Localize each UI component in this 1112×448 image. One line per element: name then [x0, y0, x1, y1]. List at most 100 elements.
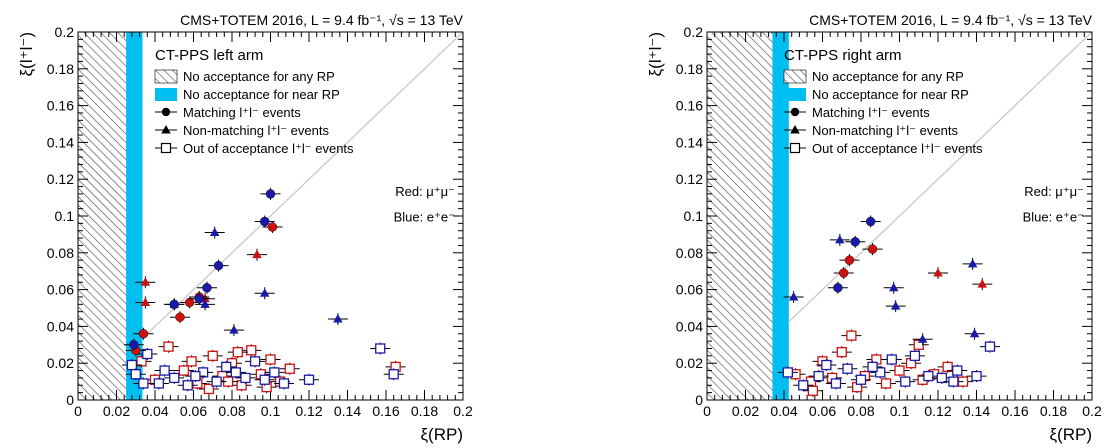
matching-red-point [267, 222, 278, 232]
out-of-acceptance-blue-point [388, 369, 399, 380]
legend-cyan-label: No acceptance for near RP [812, 87, 969, 102]
out-of-acceptance-red-point [942, 361, 953, 373]
out-of-acceptance-blue-point [952, 365, 963, 376]
y-tick-label: 0.1 [684, 208, 704, 224]
out-of-acceptance-blue-point [269, 367, 280, 378]
out-of-acceptance-blue-point [821, 359, 832, 371]
x-axis-label: ξ(RP) [1049, 425, 1092, 444]
out-of-acceptance-red-point [178, 365, 190, 376]
x-tick-label: 0.2 [453, 403, 473, 419]
matching-red-point [175, 312, 185, 322]
non-matching-red-point [252, 249, 262, 259]
x-tick-label: 0.18 [411, 403, 438, 419]
x-tick-label: 0.12 [295, 403, 322, 419]
out-of-acceptance-blue-point [909, 350, 921, 361]
x-tick-label: 0.12 [924, 403, 951, 419]
matching-red-point [184, 297, 195, 308]
right-arm-panel: 0 0.02 0.04 0.06 0.08 0.1 0.12 0.14 0.16 0.18 0.2 0… [646, 12, 1102, 444]
x-tick-label: 0.02 [732, 403, 759, 419]
out-of-acceptance-red-point [232, 347, 243, 358]
y-tick-label: 0.1 [55, 208, 75, 224]
out-of-acceptance-red-point [265, 354, 276, 365]
out-of-acceptance-blue-point [211, 376, 222, 387]
matching-blue-point [202, 283, 212, 293]
out-of-acceptance-blue-point [182, 380, 193, 391]
x-tick-label: 0.1 [261, 403, 281, 419]
legend-triangle-marker [790, 125, 800, 134]
x-tick-label: 0.14 [334, 403, 361, 419]
matching-blue-point [169, 299, 179, 310]
out-of-acceptance-red-point [880, 378, 892, 389]
out-of-acceptance-blue-point [221, 361, 232, 373]
diagonal-line [142, 31, 464, 339]
y-tick-label: 0.18 [47, 61, 74, 77]
out-of-acceptance-red-point [807, 385, 819, 396]
legend-circle-label: Matching l⁺l⁻ events [812, 105, 930, 120]
matching-blue-point [850, 237, 860, 247]
matching-red-point [138, 329, 149, 339]
out-of-acceptance-red-point [186, 356, 197, 367]
legend-hatch-swatch [154, 69, 178, 84]
out-of-acceptance-blue-point [855, 374, 867, 385]
note-red: Red: μ⁺μ⁻ [395, 184, 455, 199]
legend-triangle-marker [161, 125, 171, 134]
non-matching-blue-point [229, 325, 239, 334]
non-matching-blue-point [917, 334, 928, 343]
out-of-acceptance-red-point [846, 330, 857, 341]
out-of-acceptance-blue-point [130, 369, 141, 380]
y-tick-label: 0.2 [55, 24, 75, 40]
chart-title: CMS+TOTEM 2016, L = 9.4 fb⁻¹, √s = 13 Te… [180, 12, 464, 28]
no-acceptance-near-rp-region [772, 32, 789, 400]
left-arm-panel: 0 0.02 0.04 0.06 0.08 0.1 0.12 0.14 0.16 0.18 0.2 0… [17, 12, 473, 444]
x-tick-label: 0.14 [963, 403, 990, 419]
y-tick-label: 0 [695, 392, 703, 408]
y-axis-label: ξ(l⁺l⁻) [17, 32, 36, 76]
out-of-acceptance-blue-point [159, 365, 170, 376]
non-matching-red-point [933, 268, 943, 277]
out-of-acceptance-red-point [894, 365, 905, 376]
out-of-acceptance-red-point [203, 383, 215, 395]
non-matching-blue-point [259, 288, 270, 297]
non-matching-blue-point [969, 328, 980, 338]
y-tick-label: 0.12 [47, 171, 74, 187]
matching-red-point [844, 255, 855, 265]
legend-triangle-label: Non-matching l⁺l⁻ events [812, 123, 958, 138]
out-of-acceptance-blue-point [782, 367, 793, 378]
out-of-acceptance-blue-point [190, 370, 201, 382]
non-matching-red-point [140, 277, 151, 286]
non-matching-red-point [140, 297, 151, 306]
y-tick-label: 0.18 [676, 61, 703, 77]
y-tick-label: 0.14 [676, 134, 703, 150]
y-tick-label: 0.06 [47, 282, 74, 298]
out-of-acceptance-blue-point [948, 376, 959, 387]
out-of-acceptance-blue-point [936, 372, 947, 384]
x-tick-label: 0.06 [180, 403, 207, 419]
out-of-acceptance-blue-point [138, 378, 149, 389]
legend-square-marker [789, 142, 801, 154]
y-tick-label: 0 [66, 392, 74, 408]
out-of-acceptance-blue-point [303, 374, 315, 385]
out-of-acceptance-blue-point [875, 367, 886, 378]
x-tick-label: 0.16 [1001, 403, 1028, 419]
out-of-acceptance-red-point [913, 339, 924, 350]
x-tick-label: 0.1 [890, 403, 910, 419]
x-tick-label: 0.08 [218, 403, 245, 419]
y-tick-label: 0.16 [676, 98, 703, 114]
out-of-acceptance-blue-point [230, 367, 242, 378]
x-tick-label: 0.18 [1040, 403, 1067, 419]
out-of-acceptance-blue-point [886, 354, 897, 365]
legend-square-label: Out of acceptance l⁺l⁻ events [183, 141, 354, 156]
x-tick-label: 0.06 [809, 403, 836, 419]
out-of-acceptance-blue-point [971, 370, 982, 382]
out-of-acceptance-blue-point [142, 348, 153, 360]
out-of-acceptance-blue-point [259, 374, 270, 385]
note-blue: Blue: e⁺e⁻ [394, 210, 455, 225]
y-tick-label: 0.2 [684, 24, 704, 40]
y-tick-label: 0.02 [676, 355, 703, 371]
non-matching-blue-point [333, 314, 343, 323]
x-tick-label: 0.08 [847, 403, 874, 419]
non-matching-blue-point [788, 291, 799, 301]
note-blue: Blue: e⁺e⁻ [1023, 210, 1084, 225]
y-tick-label: 0.14 [47, 134, 74, 150]
out-of-acceptance-blue-point [867, 361, 878, 373]
